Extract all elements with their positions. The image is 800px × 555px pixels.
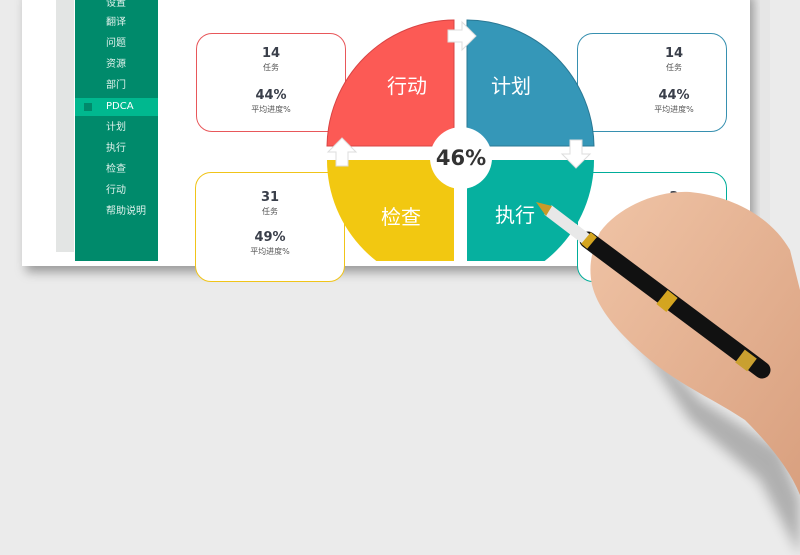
sidebar-item-action[interactable]: 行动 — [75, 182, 158, 200]
avg-progress: 49% — [254, 230, 286, 245]
arrow-right-icon — [447, 20, 477, 52]
avg-progress: 44% — [658, 88, 690, 103]
avg-progress-label: 平均进度% — [251, 105, 291, 114]
sidebar: 设置 翻译 问题 资源 部门 PDCA 计划 执行 检查 行动 帮助说明 — [75, 0, 158, 261]
do-quadrant[interactable] — [467, 160, 594, 261]
hand-icon — [590, 191, 800, 495]
sidebar-item-label: 部门 — [106, 80, 126, 91]
sidebar-item-label: 计划 — [106, 122, 126, 133]
task-count: 14 — [664, 46, 684, 61]
avg-progress-label: 平均进度% — [654, 105, 694, 114]
check-card: 31 任务 49% 平均进度% — [195, 172, 345, 282]
sidebar-item-label: 翻译 — [106, 17, 126, 28]
task-count: 31 — [260, 190, 280, 205]
row-gutter — [56, 0, 74, 252]
sidebar-item-label: PDCA — [106, 101, 134, 112]
avg-progress: 44% — [255, 88, 287, 103]
sidebar-item-settings[interactable]: 设置 — [75, 0, 158, 13]
action-card: 14 任务 44% 平均进度% — [196, 33, 346, 132]
scrollbar[interactable] — [760, 0, 770, 252]
check-label: 检查 — [381, 205, 421, 229]
task-label: 任务 — [263, 63, 279, 72]
sidebar-item-label: 资源 — [106, 59, 126, 70]
task-count: 14 — [261, 46, 281, 61]
sidebar-item-label: 执行 — [106, 143, 126, 154]
sidebar-item-departments[interactable]: 部门 — [75, 77, 158, 95]
arrow-down-icon — [560, 139, 592, 169]
sidebar-item-translate[interactable]: 翻译 — [75, 14, 158, 32]
sidebar-item-label: 设置 — [106, 0, 126, 9]
plan-card: 14 任务 44% 平均进度% — [577, 33, 727, 132]
sidebar-item-plan[interactable]: 计划 — [75, 119, 158, 137]
sidebar-item-label: 问题 — [106, 38, 126, 49]
sidebar-item-help[interactable]: 帮助说明 — [75, 203, 158, 221]
pen-icon — [579, 231, 771, 379]
action-quadrant[interactable] — [326, 19, 455, 147]
sidebar-item-label: 帮助说明 — [106, 206, 146, 217]
sidebar-item-resources[interactable]: 资源 — [75, 56, 158, 74]
task-label: 任务 — [666, 63, 682, 72]
sidebar-item-pdca[interactable]: PDCA — [75, 98, 158, 116]
sidebar-item-label: 行动 — [106, 185, 126, 196]
overall-progress: 46% — [430, 127, 492, 189]
action-label: 行动 — [387, 74, 427, 98]
sidebar-item-issues[interactable]: 问题 — [75, 35, 158, 53]
active-marker-icon — [84, 103, 92, 111]
avg-progress-label: 平均进度% — [250, 247, 290, 256]
sidebar-item-check[interactable]: 检查 — [75, 161, 158, 179]
plan-label: 计划 — [491, 74, 531, 98]
task-label: 任务 — [262, 207, 278, 216]
arrow-up-icon — [326, 137, 358, 167]
sidebar-item-do[interactable]: 执行 — [75, 140, 158, 158]
check-quadrant[interactable] — [327, 160, 454, 261]
sidebar-item-label: 检查 — [106, 164, 126, 175]
plan-quadrant[interactable] — [466, 19, 595, 147]
do-label: 执行 — [495, 203, 535, 227]
pdca-wheel — [326, 19, 595, 261]
